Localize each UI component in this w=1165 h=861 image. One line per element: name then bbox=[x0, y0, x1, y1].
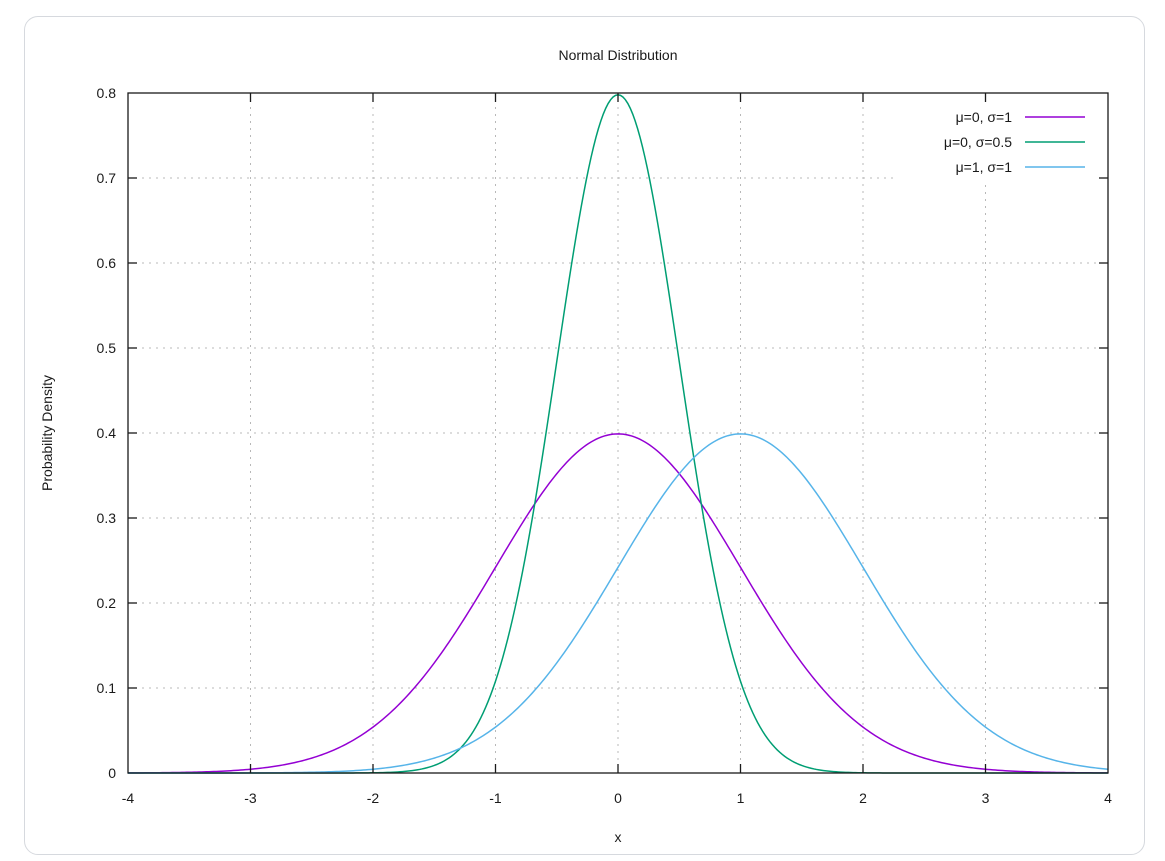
y-tick-label: 0.5 bbox=[97, 340, 117, 356]
y-tick-label: 0.6 bbox=[97, 255, 117, 271]
curves bbox=[127, 94, 1109, 774]
y-tick-label: 0.3 bbox=[97, 510, 117, 526]
grid-lines bbox=[128, 93, 1108, 773]
x-tick-label: -3 bbox=[244, 790, 257, 806]
x-axis-label: x bbox=[615, 829, 622, 845]
y-tick-label: 0.1 bbox=[97, 680, 117, 696]
x-tick-label: 2 bbox=[859, 790, 867, 806]
chart-card bbox=[24, 16, 1145, 855]
y-tick-label: 0.4 bbox=[97, 425, 117, 441]
x-tick-label: -1 bbox=[489, 790, 502, 806]
legend-label: μ=0, σ=1 bbox=[956, 109, 1013, 125]
y-tick-label: 0.2 bbox=[97, 595, 117, 611]
x-tick-label: 0 bbox=[614, 790, 622, 806]
legend-label: μ=0, σ=0.5 bbox=[944, 134, 1012, 150]
x-tick-label: 1 bbox=[737, 790, 745, 806]
chart-title: Normal Distribution bbox=[558, 47, 677, 63]
legend: μ=0, σ=1 μ=0, σ=0.5 μ=1, σ=1 bbox=[944, 109, 1085, 175]
series-curve-0 bbox=[127, 433, 1109, 774]
y-tick-label: 0.7 bbox=[97, 170, 117, 186]
x-tick-label: -4 bbox=[122, 790, 135, 806]
x-tick-label: 4 bbox=[1104, 790, 1112, 806]
axis-ticks: -4 -3 -2 -1 0 1 2 3 4 0 0.1 0.2 0.3 0.4 0.5 0.6 0.7 0.8 bbox=[97, 85, 1113, 806]
x-tick-label: -2 bbox=[367, 790, 380, 806]
y-tick-label: 0 bbox=[108, 765, 116, 781]
legend-label: μ=1, σ=1 bbox=[956, 159, 1013, 175]
y-tick-label: 0.8 bbox=[97, 85, 117, 101]
y-axis-label: Probability Density bbox=[39, 375, 55, 491]
x-tick-label: 3 bbox=[982, 790, 990, 806]
